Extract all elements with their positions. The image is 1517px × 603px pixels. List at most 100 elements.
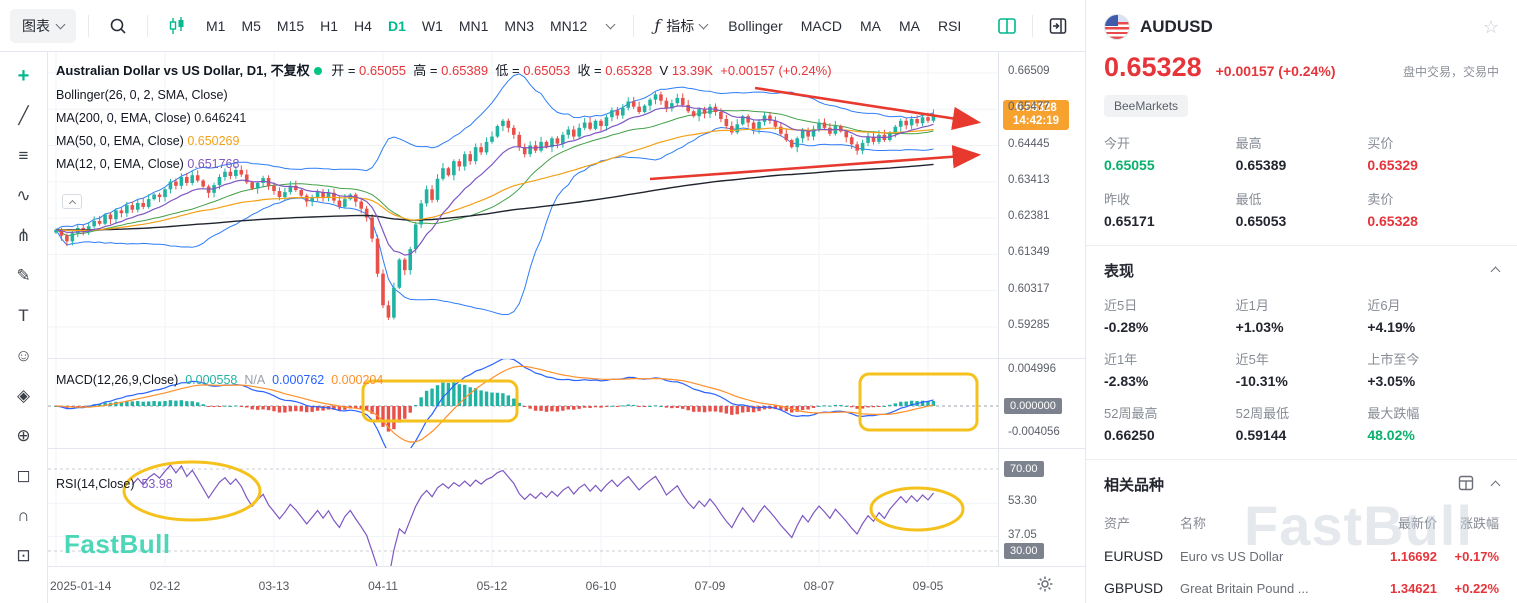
chart-settings-button[interactable] [1036, 575, 1054, 596]
rsi-axis[interactable]: 70.00 53.30 37.05 30.00 [998, 449, 1085, 566]
rsi-chart[interactable] [48, 449, 998, 567]
performance-section-header: 表现 [1104, 260, 1501, 281]
related-collapse-button[interactable] [1490, 477, 1501, 492]
magnet-tool[interactable]: ∩ [8, 500, 40, 532]
timeframe-h4[interactable]: H4 [346, 13, 380, 39]
change-value: +0.00157 (+0.24%) [720, 63, 832, 78]
measure-tool[interactable]: ◈ [8, 380, 40, 412]
time-axis[interactable]: 2025-01-14 02-12 03-13 04-11 05-12 06-10 07-09… [48, 566, 1085, 603]
rsi-panel[interactable]: RSI(14,Close) 53.98 FastBull 70.00 53.30 3… [48, 448, 1085, 567]
toolbar-divider [1032, 14, 1033, 37]
close-label: 收 = [577, 63, 602, 78]
perf-上市至今: 上市至今 +3.05% [1367, 349, 1499, 389]
symbol-search-button[interactable] [101, 9, 135, 43]
timeframe-more-button[interactable] [599, 9, 621, 43]
trendline-tool[interactable]: ╱ [8, 100, 40, 132]
crosshair-tool[interactable]: + [8, 60, 40, 92]
perf-label: 近5日 [1104, 298, 1138, 313]
related-symbols-table: FastBull 资产 名称 最新价 涨跌幅 EURUSD Euro vs US Doll… [1104, 494, 1499, 603]
price-axis-label: 0.60317 [1008, 282, 1050, 295]
quote-change: +0.00157 (+0.24%) [1215, 63, 1336, 79]
timeframe-mn12[interactable]: MN12 [542, 13, 595, 39]
favorite-star-icon[interactable]: ☆ [1482, 16, 1499, 37]
time-axis-label: 07-09 [694, 579, 726, 593]
countdown-time: 14:42:19 [1012, 115, 1060, 127]
macd-panel[interactable]: MACD(12,26,9,Close) 0.000558 N/A 0.00076… [48, 358, 1085, 449]
indicator-shortcut-group: Bollinger MACD MA MA RSI [719, 12, 970, 40]
perf-label: 近1年 [1104, 352, 1138, 367]
chevron-up-icon [1490, 266, 1501, 277]
timeframe-mn3[interactable]: MN3 [496, 13, 542, 39]
zoom-tool[interactable]: ⊕ [8, 420, 40, 452]
related-board-button[interactable] [1458, 475, 1474, 494]
macd-legend[interactable]: MACD(12,26,9,Close) 0.000558 N/A 0.00076… [56, 373, 384, 387]
candlestick-style-button[interactable] [160, 9, 194, 43]
high-value: 0.65389 [441, 63, 489, 78]
chart-type-menu[interactable]: 图表 [10, 8, 76, 43]
time-axis-label: 06-10 [585, 579, 617, 593]
indicator-shortcut-rsi-4[interactable]: RSI [929, 12, 970, 40]
quote-stats-grid: 今开 0.65055 最高 0.65389 买价 0.65329 昨收 0.65171 最低 0.… [1104, 133, 1499, 229]
timeframe-group: M1 M5 M15 H1 H4 D1 W1 MN1 MN3 MN12 [198, 13, 595, 39]
indicator-shortcut-macd-1[interactable]: MACD [792, 12, 851, 40]
ma200-value: 0.646241 [194, 111, 247, 125]
time-axis-label: 08-07 [803, 579, 835, 593]
rsi-level-badge: 30.00 [1004, 543, 1044, 559]
session-status: 盘中交易，交易中 [1402, 65, 1499, 79]
lock-tool[interactable]: ⊡ [8, 540, 40, 572]
ma200-legend[interactable]: MA(200, 0, EMA, Close) 0.646241 [56, 111, 247, 125]
related-row-gbpusd[interactable]: GBPUSD Great Britain Pound ... 1.34621 +0.2… [1104, 572, 1499, 603]
macd-axis[interactable]: 0.004996 0.000000 -0.004056 [998, 359, 1085, 448]
related-col-header: 资产 [1104, 516, 1131, 531]
bollinger-legend[interactable]: Bollinger(26, 0, 2, SMA, Close) [56, 88, 228, 102]
open-label: 开 = [331, 63, 356, 78]
related-title: 相关品种 [1104, 477, 1165, 494]
layout-select-button[interactable] [990, 9, 1024, 43]
stat-value: 0.65389 [1235, 157, 1287, 173]
broker-tag[interactable]: BeeMarkets [1104, 95, 1189, 117]
brush-tool[interactable]: ✎ [8, 260, 40, 292]
stat-label: 昨收 [1104, 192, 1131, 207]
volume-label: V [659, 63, 669, 78]
search-icon [110, 18, 126, 34]
indicator-shortcut-bollinger-0[interactable]: Bollinger [719, 12, 791, 40]
timeframe-w1[interactable]: W1 [414, 13, 451, 39]
related-row-eurusd[interactable]: EURUSD Euro vs US Dollar 1.16692 +0.17% [1104, 540, 1499, 572]
open-panel-button[interactable] [1041, 9, 1075, 43]
price-axis[interactable]: 0.65328 14:42:19 0.66509 0.65477 0.64445 0.… [998, 52, 1085, 358]
timeframe-m5[interactable]: M5 [233, 13, 268, 39]
ma12-legend[interactable]: MA(12, 0, EMA, Close) 0.651768 [56, 157, 240, 171]
timeframe-d1[interactable]: D1 [380, 13, 414, 39]
timeframe-h1[interactable]: H1 [312, 13, 346, 39]
fib-retracement-tool[interactable]: ≡ [8, 140, 40, 172]
indicator-shortcut-ma-3[interactable]: MA [890, 12, 929, 40]
legend-collapse-button[interactable] [62, 194, 82, 209]
low-value: 0.65053 [523, 63, 571, 78]
timeframe-m15[interactable]: M15 [269, 13, 312, 39]
price-axis-label: 0.64445 [1008, 137, 1050, 150]
performance-collapse-button[interactable] [1490, 263, 1501, 278]
pitchfork-tool[interactable]: ⋔ [8, 220, 40, 252]
indicator-shortcut-ma-2[interactable]: MA [851, 12, 890, 40]
fastbull-watermark: FastBull [64, 529, 171, 559]
chevron-up-icon [68, 199, 76, 208]
wave-tool[interactable]: ∿ [8, 180, 40, 212]
eraser-tool[interactable]: ◻ [8, 460, 40, 492]
chevron-down-icon [698, 19, 709, 29]
emoji-tool[interactable]: ☺ [8, 340, 40, 372]
perf-value: 0.66250 [1104, 427, 1155, 443]
rsi-axis-label: 37.05 [1008, 528, 1037, 541]
macd-axis-label: -0.004056 [1008, 426, 1060, 439]
stat-value: 0.65328 [1367, 213, 1418, 229]
timeframe-mn1[interactable]: MN1 [451, 13, 497, 39]
timeframe-m1[interactable]: M1 [198, 13, 233, 39]
price-chart-panel[interactable]: Australian Dollar vs US Dollar, D1, 不复权 … [48, 52, 1085, 358]
perf-value: -0.28% [1104, 319, 1149, 335]
rsi-legend[interactable]: RSI(14,Close) 53.98 [56, 477, 173, 491]
perf-近5年: 近5年 -10.31% [1236, 349, 1368, 389]
ma50-legend[interactable]: MA(50, 0, EMA, Close) 0.650269 [56, 134, 240, 148]
volume-value: 13.39K [671, 63, 714, 78]
indicators-menu-button[interactable]: ƒ 指标 [646, 10, 715, 42]
perf-value: +1.03% [1235, 319, 1284, 335]
text-tool[interactable]: T [8, 300, 40, 332]
